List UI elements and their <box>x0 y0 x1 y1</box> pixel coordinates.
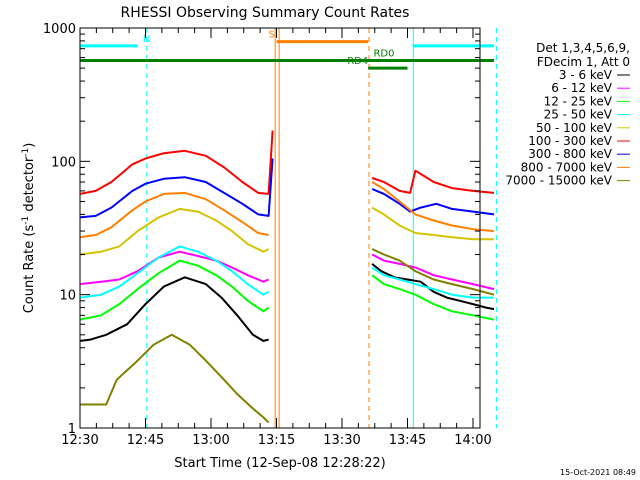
series-6-line-before-gap <box>79 130 274 195</box>
x-tick-label: 14:00 <box>454 433 491 448</box>
series-7-line-before-gap <box>79 158 274 219</box>
series-9-line-after-gap <box>371 248 495 296</box>
plot-area: N S RD0 RD4 <box>79 28 498 428</box>
legend-header-line-2: FDecim 1, Att 0 <box>537 55 630 69</box>
series-7-line-after-gap <box>371 188 495 216</box>
y-axis-label-tail-sup: -1 <box>21 148 31 157</box>
timestamp: 15-Oct-2021 08:49 <box>560 468 636 477</box>
series-8-line-before-gap <box>79 191 269 239</box>
y-tick-label: 1 <box>68 422 76 437</box>
x-tick-label: 12:45 <box>127 433 164 448</box>
legend-label: 12 - 25 keV <box>544 94 613 108</box>
legend-label: 50 - 100 keV <box>536 121 613 135</box>
y-axis-label-sup: -1 <box>21 216 31 225</box>
y-tick-label: 100 <box>51 155 76 170</box>
flag-label-s: S <box>269 30 275 41</box>
series-9-line-before-gap <box>80 333 270 424</box>
legend: Det 1,3,4,5,6,9, FDecim 1, Att 0 3 - 6 k… <box>505 41 630 188</box>
y-tick-label: 1000 <box>43 22 76 37</box>
legend-label: 6 - 12 keV <box>551 81 613 95</box>
y-axis-label-main: Count Rate (s <box>22 225 37 314</box>
y-tick-label: 10 <box>59 289 76 304</box>
x-axis: 12:30 12:45 13:00 13:15 13:30 13:45 14:00 <box>61 28 492 448</box>
series-2-line-after-gap <box>371 253 495 291</box>
legend-label: 800 - 7000 keV <box>521 160 613 174</box>
y-axis-label-close: ) <box>22 143 37 148</box>
flag-label-rd4: RD4 <box>347 56 368 67</box>
x-tick-label: 13:15 <box>258 433 295 448</box>
series-1-line-before-gap <box>79 276 269 342</box>
series-4-line-after-gap <box>371 266 494 299</box>
y-axis: 1 10 100 1000 <box>43 22 480 437</box>
x-tick-label: 13:30 <box>323 433 360 448</box>
legend-label: 7000 - 15000 keV <box>505 174 612 188</box>
series-5-line-before-gap <box>79 207 270 256</box>
series-3-line-after-gap <box>371 274 495 321</box>
series-2-line-before-gap <box>79 250 269 286</box>
series-1-line-after-gap <box>371 263 495 311</box>
series-4-line-before-gap <box>79 245 270 299</box>
chart-title: RHESSI Observing Summary Count Rates <box>121 5 410 21</box>
legend-header-line-1: Det 1,3,4,5,6,9, <box>536 41 630 55</box>
series-5-line-after-gap <box>371 206 494 241</box>
series-6-line-after-gap <box>371 169 495 194</box>
flag-label-rd0: RD0 <box>373 49 394 60</box>
legend-label: 3 - 6 keV <box>559 68 613 82</box>
y-axis-label-tail: detector <box>22 156 37 216</box>
x-tick-label: 13:00 <box>192 433 229 448</box>
series-8-line-after-gap <box>371 181 495 233</box>
series-3-line-before-gap <box>79 259 270 321</box>
plot-frame <box>79 27 481 429</box>
legend-label: 25 - 50 keV <box>544 108 613 122</box>
x-tick-label: 13:45 <box>389 433 426 448</box>
legend-label: 100 - 300 keV <box>528 134 612 148</box>
legend-label: 300 - 800 keV <box>528 147 612 161</box>
y-axis-label: Count Rate (s-1 detector-1) <box>21 143 37 314</box>
flag-label-n: N <box>143 34 150 45</box>
x-axis-label: Start Time (12-Sep-08 12:28:22) <box>174 456 385 471</box>
x-tick-label: 12:30 <box>61 433 98 448</box>
